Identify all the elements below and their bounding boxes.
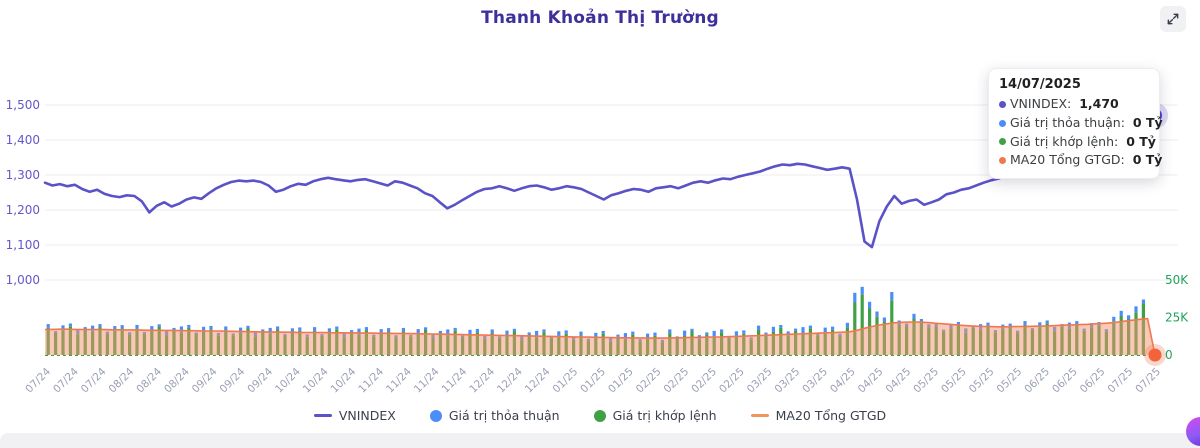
svg-text:07/25: 07/25 (1105, 366, 1135, 396)
tooltip-label: MA20 Tổng GTGD: (1010, 152, 1129, 168)
svg-text:07/25: 07/25 (1133, 366, 1163, 396)
ma20-line (44, 317, 1156, 356)
tooltip-bullet-icon (999, 138, 1006, 146)
svg-text:02/25: 02/25 (661, 366, 691, 396)
svg-text:10/24: 10/24 (328, 365, 358, 395)
svg-text:05/25: 05/25 (911, 366, 941, 396)
svg-text:03/25: 03/25 (772, 366, 802, 396)
legend-label: Giá trị thỏa thuận (448, 408, 560, 423)
svg-text:50K: 50K (1165, 273, 1189, 287)
svg-text:1,500: 1,500 (6, 98, 40, 112)
svg-text:10/24: 10/24 (273, 365, 303, 395)
svg-text:09/24: 09/24 (190, 365, 220, 395)
svg-text:12/24: 12/24 (523, 365, 553, 395)
chart-title: Thanh Khoản Thị Trường (481, 8, 719, 28)
tooltip-bullet-icon (999, 119, 1006, 127)
svg-text:08/24: 08/24 (134, 365, 164, 395)
tooltip-value: 0 Tỷ (1132, 152, 1163, 168)
legend-item-3[interactable]: MA20 Tổng GTGD (750, 408, 887, 423)
svg-text:10/24: 10/24 (301, 365, 331, 395)
tooltip-value: 0 Tỷ (1126, 133, 1156, 149)
tooltip-bullet-icon (999, 100, 1006, 108)
legend-item-0[interactable]: VNINDEX (313, 408, 396, 423)
legend-label: VNINDEX (338, 408, 396, 423)
expand-button[interactable] (1160, 6, 1186, 32)
svg-text:02/25: 02/25 (634, 366, 664, 396)
chart-legend: VNINDEX Giá trị thỏa thuận Giá trị khớp … (0, 408, 1200, 423)
tooltip-label: Giá trị thỏa thuận: (1010, 114, 1129, 130)
expand-icon (1167, 13, 1179, 25)
svg-text:0: 0 (1165, 348, 1173, 362)
svg-text:09/24: 09/24 (217, 365, 247, 395)
svg-text:02/25: 02/25 (717, 366, 747, 396)
svg-text:06/25: 06/25 (1050, 366, 1080, 396)
tooltip-label: VNINDEX: (1010, 96, 1076, 111)
legend-swatch-icon (313, 414, 332, 417)
tooltip-value: 0 Tỷ (1132, 114, 1163, 130)
svg-text:04/25: 04/25 (883, 366, 913, 396)
assistant-fab-button[interactable] (1186, 417, 1200, 446)
svg-text:1,200: 1,200 (6, 203, 40, 217)
legend-item-1[interactable]: Giá trị thỏa thuận (429, 408, 560, 423)
svg-text:09/24: 09/24 (245, 365, 275, 395)
svg-text:05/25: 05/25 (994, 366, 1024, 396)
ma20-last-point (1144, 344, 1166, 366)
svg-text:06/25: 06/25 (1022, 366, 1052, 396)
svg-text:12/24: 12/24 (467, 365, 497, 395)
tooltip-value: 1,470 (1079, 96, 1119, 111)
svg-text:25K: 25K (1165, 311, 1189, 325)
svg-text:12/24: 12/24 (495, 365, 525, 395)
svg-text:11/24: 11/24 (439, 365, 469, 395)
svg-text:01/25: 01/25 (550, 366, 580, 396)
svg-text:04/25: 04/25 (856, 366, 886, 396)
svg-text:11/24: 11/24 (412, 365, 442, 395)
tooltip-item: Giá trị khớp lệnh: 0 Tỷ (999, 133, 1156, 152)
svg-text:04/25: 04/25 (828, 366, 858, 396)
svg-text:07/24: 07/24 (79, 365, 109, 395)
right-axis: 50K 25K 0 (1165, 273, 1189, 362)
svg-text:1,000: 1,000 (6, 273, 40, 287)
svg-text:07/24: 07/24 (23, 365, 53, 395)
svg-text:1,300: 1,300 (6, 168, 40, 182)
legend-label: Giá trị khớp lệnh (612, 408, 717, 423)
legend-swatch-icon (429, 409, 442, 422)
chart-tooltip: 14/07/2025 VNINDEX: 1,470 Giá trị thỏa t… (988, 68, 1163, 179)
svg-text:1,100: 1,100 (6, 238, 40, 252)
svg-text:01/25: 01/25 (578, 366, 608, 396)
tooltip-bullet-icon (999, 157, 1006, 165)
legend-label: MA20 Tổng GTGD (775, 408, 887, 423)
tooltip-date: 14/07/2025 (999, 77, 1081, 92)
ma20-area (45, 318, 1155, 355)
tooltip-item: MA20 Tổng GTGD: 0 Tỷ (999, 151, 1162, 170)
svg-text:05/25: 05/25 (939, 366, 969, 396)
x-axis-labels: 07/2407/2407/2408/2408/2408/2409/2409/24… (23, 365, 1163, 395)
legend-item-2[interactable]: Giá trị khớp lệnh (593, 408, 717, 423)
svg-text:08/24: 08/24 (162, 365, 192, 395)
svg-text:06/25: 06/25 (1078, 366, 1108, 396)
legend-swatch-icon (593, 409, 606, 422)
tooltip-item: Giá trị thỏa thuận: 0 Tỷ (999, 114, 1163, 133)
svg-text:03/25: 03/25 (745, 366, 775, 396)
tooltip-label: Giá trị khớp lệnh: (1010, 133, 1123, 149)
svg-text:07/24: 07/24 (51, 365, 81, 395)
svg-text:02/25: 02/25 (689, 366, 719, 396)
svg-text:05/25: 05/25 (967, 366, 997, 396)
legend-swatch-icon (750, 414, 769, 417)
vnindex-line (43, 114, 1157, 249)
svg-text:1,400: 1,400 (6, 133, 40, 147)
svg-text:11/24: 11/24 (384, 365, 414, 395)
bottom-scrollbar-track[interactable] (0, 433, 1200, 448)
tooltip-item: VNINDEX: 1,470 (999, 95, 1149, 114)
svg-text:08/24: 08/24 (106, 365, 136, 395)
svg-text:01/25: 01/25 (606, 366, 636, 396)
svg-text:03/25: 03/25 (800, 366, 830, 396)
left-axis: 1,500 1,400 1,300 1,200 1,100 1,000 (6, 98, 1178, 287)
svg-text:11/24: 11/24 (356, 365, 386, 395)
